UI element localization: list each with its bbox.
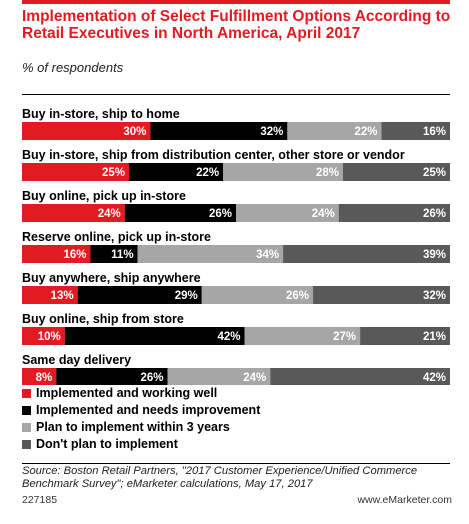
bar-segment <box>22 327 65 345</box>
legend-item: Implemented and needs improvement <box>22 402 260 419</box>
bar-segment <box>77 286 202 304</box>
legend-label: Implemented and needs improvement <box>36 403 261 417</box>
data-label: 25% <box>423 167 446 179</box>
bar-segment <box>137 245 284 263</box>
bar-segment <box>150 122 288 140</box>
data-label: 39% <box>423 249 446 261</box>
legend-swatch <box>22 389 31 398</box>
data-label: 32% <box>260 126 283 138</box>
legend-swatch <box>22 423 31 432</box>
data-label: 29% <box>175 290 198 302</box>
legend-swatch <box>22 406 31 415</box>
bar-segment <box>313 286 450 304</box>
bar-segment <box>129 163 224 181</box>
data-label: 25% <box>102 167 125 179</box>
data-label: 10% <box>38 331 61 343</box>
bar-segment <box>338 204 450 222</box>
bar-segment <box>90 245 138 263</box>
data-label: 26% <box>140 372 163 384</box>
bar-segment <box>201 286 314 304</box>
legend-item: Plan to implement within 3 years <box>22 419 260 436</box>
legend-swatch <box>22 440 31 449</box>
chart-subtitle: % of respondents <box>22 60 124 75</box>
data-label: 34% <box>256 249 279 261</box>
category-label: Reserve online, pick up in-store <box>22 230 211 244</box>
bar-segment <box>22 245 91 263</box>
data-label: 24% <box>312 208 335 220</box>
chart-title: Implementation of Select Fulfillment Opt… <box>22 8 451 42</box>
bar-segment <box>22 204 125 222</box>
bar-segment <box>360 327 450 345</box>
bar-segment <box>223 163 343 181</box>
category-label: Buy in-store, ship to home <box>22 107 180 121</box>
source-note: Source: Boston Retail Partners, "2017 Cu… <box>22 465 418 490</box>
chart-legend: Implemented and working well Implemented … <box>22 385 260 453</box>
stacked-bar-chart: Buy in-store, ship to home 30% 32% 22% 16% Bu… <box>22 107 450 385</box>
data-label: 24% <box>243 372 266 384</box>
data-label: 24% <box>98 208 121 220</box>
bar-segment <box>22 122 151 140</box>
bar-segment <box>381 122 450 140</box>
bar-segment <box>287 122 382 140</box>
data-label: 26% <box>423 208 446 220</box>
bar-segment <box>22 163 129 181</box>
data-label: 11% <box>111 249 133 261</box>
source-divider <box>22 463 450 464</box>
category-label: Buy online, pick up in-store <box>22 189 186 203</box>
data-label: 26% <box>286 290 309 302</box>
data-label: 42% <box>423 372 446 384</box>
data-label: 42% <box>218 331 241 343</box>
title-divider <box>22 94 450 95</box>
legend-label: Don't plan to implement <box>36 437 178 451</box>
bar-segment <box>22 368 57 385</box>
data-label: 26% <box>209 208 232 220</box>
data-label: 22% <box>196 167 219 179</box>
bar-segment <box>124 204 236 222</box>
data-label: 8% <box>36 372 53 384</box>
category-label: Buy online, ship from store <box>22 312 184 326</box>
top-accent-bar <box>22 0 450 4</box>
legend-item: Don't plan to implement <box>22 436 260 453</box>
category-label: Buy anywhere, ship anywhere <box>22 271 201 285</box>
legend-item: Implemented and working well <box>22 385 260 402</box>
data-label: 30% <box>123 126 146 138</box>
category-label: Same day delivery <box>22 353 131 367</box>
legend-label: Plan to implement within 3 years <box>36 420 230 434</box>
bar-segment <box>283 245 450 263</box>
bar-segment <box>343 163 450 181</box>
data-label: 32% <box>423 290 446 302</box>
bar-segment <box>236 204 339 222</box>
data-label: 16% <box>423 126 446 138</box>
data-label: 21% <box>423 331 446 343</box>
data-label: 13% <box>51 290 74 302</box>
bar-segment <box>22 286 78 304</box>
data-label: 27% <box>333 331 356 343</box>
legend-label: Implemented and working well <box>36 386 218 400</box>
bar-segment <box>244 327 361 345</box>
bar-segment <box>167 368 271 385</box>
bar-segment <box>270 368 450 385</box>
data-label: 28% <box>316 167 339 179</box>
bar-segment <box>56 368 168 385</box>
chart-id: 227185 <box>22 494 58 506</box>
data-label: 22% <box>354 126 377 138</box>
bar-segment <box>64 327 245 345</box>
brand-url: www.eMarketer.com <box>357 494 452 506</box>
category-label: Buy in-store, ship from distribution cen… <box>22 148 405 162</box>
data-label: 16% <box>63 249 86 261</box>
